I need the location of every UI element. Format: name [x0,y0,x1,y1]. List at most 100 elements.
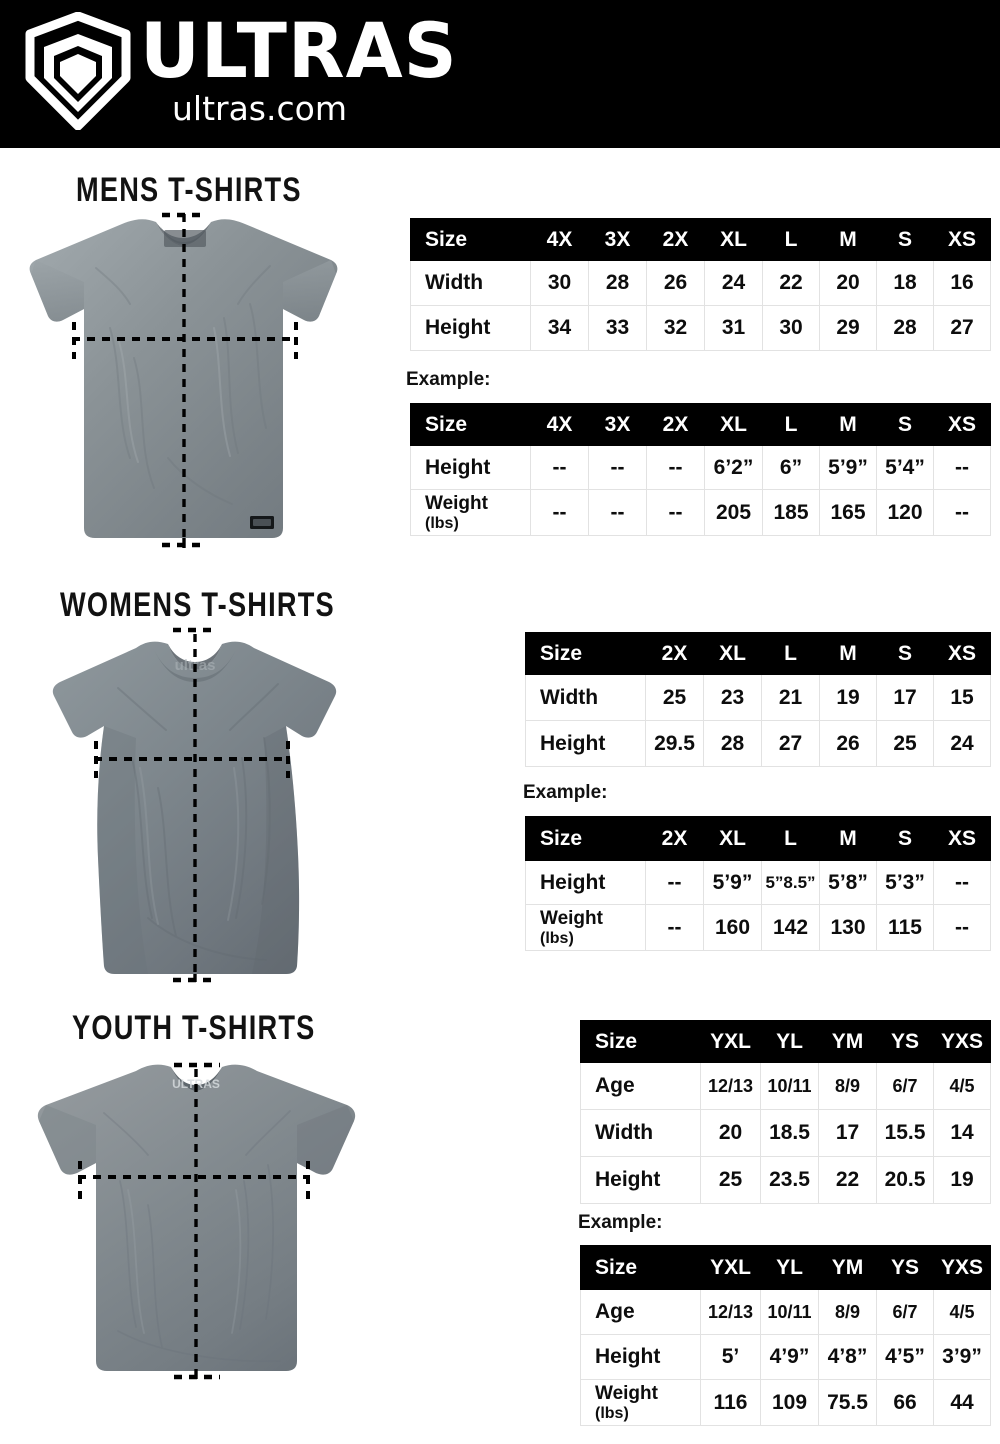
col-header: L [762,403,820,446]
row-label-main: Weight [425,493,488,514]
cell: 8/9 [818,1062,877,1110]
cell: 22 [762,260,820,306]
youth-tshirt-svg: ULTRAS [37,1062,356,1380]
col-header: 2X [646,218,705,261]
col-header: XS [933,632,991,675]
womens-tshirt-illustration: ultras [28,618,368,1000]
cell: 5’8” [819,860,877,905]
cell: 5’9” [703,860,762,905]
cell: 3’9” [933,1334,991,1380]
table-row: Height 34 33 32 31 30 29 28 27 [410,305,991,351]
cell: 29.5 [645,720,704,767]
cell: 10/11 [760,1062,819,1110]
cell: 14 [933,1109,991,1157]
col-header: 2X [645,632,704,675]
row-label: Weight (lbs) [410,489,531,536]
table-header-row: Size YXL YL YM YS YXS [580,1245,991,1290]
cell: 4’8” [818,1334,877,1380]
col-header: S [876,218,934,261]
cell: 25 [876,720,934,767]
youth-size-table: Size YXL YL YM YS YXS Age 12/13 10/11 8/… [580,1020,991,1204]
table-row: Age 12/13 10/11 8/9 6/7 4/5 [580,1289,991,1335]
cell: 32 [646,305,705,351]
cell: 19 [819,674,877,721]
cell: 30 [762,305,820,351]
row-label: Height [410,445,531,490]
row-label-main: Weight [595,1383,658,1404]
table-header-row: Size 4X 3X 2X XL L M S XS [410,403,991,446]
row-label-sub: (lbs) [425,515,459,532]
col-header: YXS [933,1020,991,1063]
cell: 17 [818,1109,877,1157]
cell: 20 [700,1109,761,1157]
cell: -- [933,445,991,490]
cell: -- [933,489,991,536]
mens-example-table: Size 4X 3X 2X XL L M S XS Height -- -- -… [410,403,991,536]
cell: 4’5” [876,1334,934,1380]
cell: 6/7 [876,1062,934,1110]
table-row: Weight (lbs) -- 160 142 130 115 -- [525,904,991,951]
col-header: 3X [588,218,647,261]
col-header: XL [704,218,763,261]
cell: 15 [933,674,991,721]
col-header: XL [703,816,762,861]
table-row: Height -- 5’9” 5”8.5” 5’8” 5’3” -- [525,860,991,905]
table-header-row: Size 2X XL L M S XS [525,816,991,861]
col-header: S [876,632,934,675]
cell: 25 [645,674,704,721]
row-label: Width [580,1109,701,1157]
table-row: Age 12/13 10/11 8/9 6/7 4/5 [580,1062,991,1110]
col-header: M [819,218,877,261]
youth-example-table: Size YXL YL YM YS YXS Age 12/13 10/11 8/… [580,1245,991,1426]
col-header: S [876,816,934,861]
row-label-sub: (lbs) [540,930,574,947]
cell: 25 [700,1156,761,1204]
col-header: Size [525,816,646,861]
site-header: ULTRAS ultras.com [0,0,1000,148]
col-header: L [761,632,820,675]
cell: 22 [818,1156,877,1204]
cell: 5’3” [876,860,934,905]
cell: 24 [933,720,991,767]
cell: 116 [700,1379,761,1426]
mens-tshirt-svg [29,212,338,548]
cell: 4/5 [933,1062,991,1110]
cell: 27 [933,305,991,351]
cell: 20 [819,260,877,306]
cell: 27 [761,720,820,767]
col-header: Size [580,1245,701,1290]
cell: -- [933,904,991,951]
row-label: Age [580,1062,701,1110]
cell: 34 [530,305,589,351]
cell: -- [588,489,647,536]
cell: 109 [760,1379,819,1426]
col-header: 3X [588,403,647,446]
cell: 10/11 [760,1289,819,1335]
col-header: 2X [645,816,704,861]
cell: 165 [819,489,877,536]
row-label: Age [580,1289,701,1335]
col-header: YXL [700,1245,761,1290]
col-header: S [876,403,934,446]
table-row: Weight (lbs) -- -- -- 205 185 165 120 -- [410,489,991,536]
cell: 33 [588,305,647,351]
col-header: YXL [700,1020,761,1063]
cell: 4’9” [760,1334,819,1380]
cell: 21 [761,674,820,721]
cell: 12/13 [700,1062,761,1110]
row-label: Height [525,720,646,767]
row-label-sub: (lbs) [595,1405,629,1422]
cell: -- [588,445,647,490]
womens-example-table: Size 2X XL L M S XS Height -- 5’9” 5”8.5… [525,816,991,951]
cell: 18.5 [760,1109,819,1157]
table-row: Height -- -- -- 6’2” 6” 5’9” 5’4” -- [410,445,991,490]
col-header: L [761,816,820,861]
cell: 115 [876,904,934,951]
cell: 66 [876,1379,934,1426]
col-header: L [762,218,820,261]
cell: 29 [819,305,877,351]
row-label: Weight (lbs) [525,904,646,951]
table-header-row: Size YXL YL YM YS YXS [580,1020,991,1063]
col-header: Size [410,218,531,261]
mens-section-title: MENS T-SHIRTS [76,171,302,209]
